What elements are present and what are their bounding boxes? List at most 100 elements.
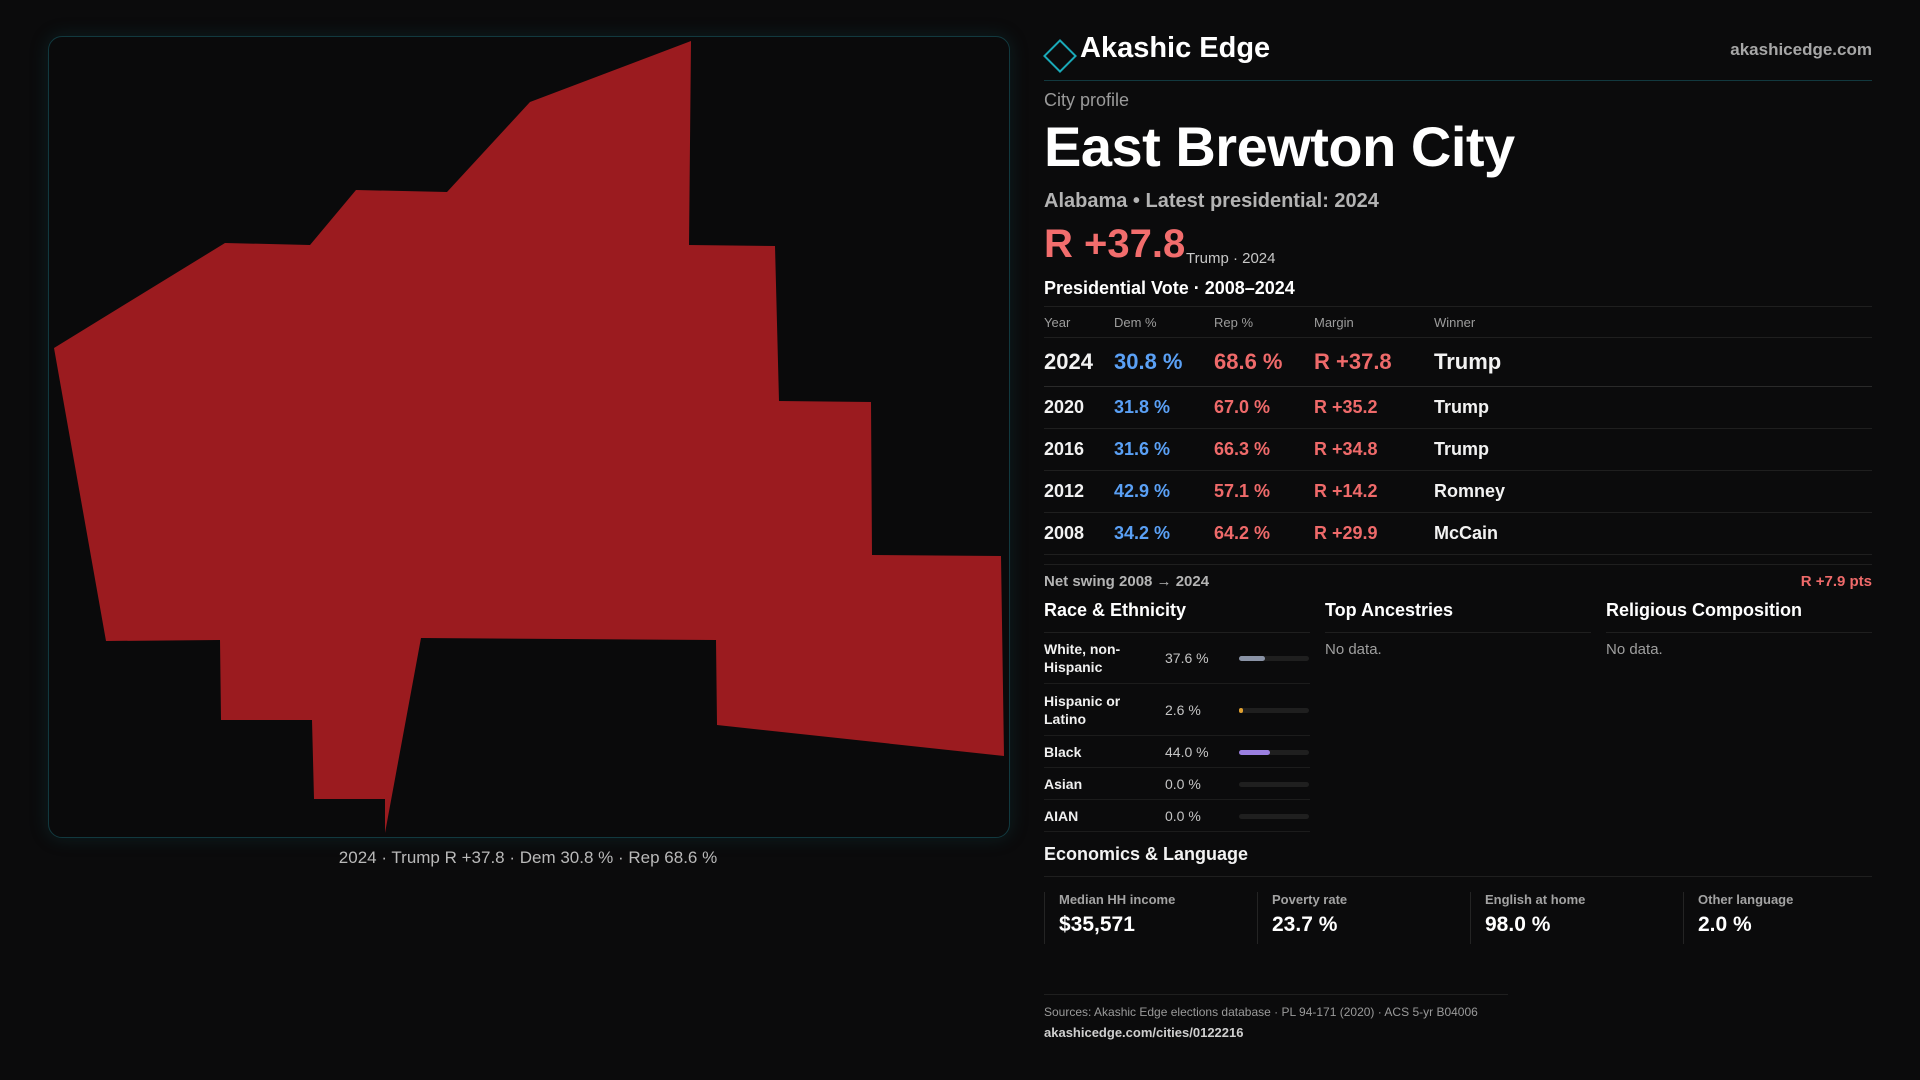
dem-cell: 30.8 % [1114,337,1214,387]
race-title: Race & Ethnicity [1044,600,1310,633]
religion-empty: No data. [1606,641,1663,658]
race-label: Hispanic or Latino [1044,692,1121,727]
stat-value: $35,571 [1059,913,1135,936]
headline-margin: R +37.8 [1044,222,1186,266]
stat-label: Other language [1698,892,1794,907]
profile-eyebrow: City profile [1044,90,1130,110]
net-swing-row: Net swing 2008 → 2024 R +7.9 pts [1044,564,1872,590]
margin-cell: R +37.8 [1314,337,1434,387]
city-boundary-svg [54,41,1004,833]
site-link[interactable]: akashicedge.com [1730,40,1872,59]
footer: Sources: Akashic Edge elections database… [1044,994,1508,1040]
city-boundary-map[interactable] [48,36,1010,838]
winner-cell: Trump [1434,386,1872,429]
brand-name: Akashic Edge [1080,32,1271,64]
ancestries-title: Top Ancestries [1325,600,1591,633]
race-value: 44.0 % [1165,743,1209,760]
vote-section-title: Presidential Vote · 2008–2024 [1044,278,1295,298]
header-dem: Dem % [1114,306,1214,338]
race-bar-fill [1239,707,1243,713]
race-bar-fill [1239,656,1266,661]
rep-cell: 68.6 % [1214,337,1314,387]
race-bar [1239,781,1309,787]
race-value: 0.0 % [1165,775,1201,792]
table-header-row: Year Dem % Rep % Margin Winner [1044,306,1872,338]
race-row: Hispanic or Latino 2.6 % [1044,684,1310,736]
city-url-link[interactable]: akashicedge.com/cities/0122216 [1044,1025,1244,1040]
stat-value: 98.0 % [1485,913,1551,936]
stat-label: Poverty rate [1272,892,1348,907]
margin-cell: R +35.2 [1314,386,1434,429]
winner-cell: McCain [1434,512,1872,555]
table-row: 2020 31.8 % 67.0 % R +35.2 Trump [1044,386,1872,429]
headline-note: Trump · 2024 [1186,250,1276,267]
presidential-vote-table: Year Dem % Rep % Margin Winner 2024 30.8… [1044,306,1872,555]
sources-text: Sources: Akashic Edge elections database… [1044,1005,1478,1019]
race-bar [1239,749,1309,755]
year-cell: 2024 [1044,337,1114,387]
table-row: 2008 34.2 % 64.2 % R +29.9 McCain [1044,512,1872,555]
margin-cell: R +14.2 [1314,470,1434,513]
race-bar-fill [1239,749,1270,755]
stat-other-language: Other language 2.0 % [1683,892,1896,944]
stat-label: English at home [1485,892,1586,907]
header-year: Year [1044,306,1114,338]
dem-cell: 42.9 % [1114,470,1214,513]
race-bar [1239,813,1309,819]
race-row: White, non-Hispanic 37.6 % [1044,633,1310,684]
table-row: 2016 31.6 % 66.3 % R +34.8 Trump [1044,428,1872,471]
race-value: 37.6 % [1165,650,1209,666]
year-cell: 2008 [1044,512,1114,555]
dem-cell: 34.2 % [1114,512,1214,555]
stat-english-at-home: English at home 98.0 % [1470,892,1683,944]
race-row: Black 44.0 % [1044,736,1310,768]
stat-label: Median HH income [1059,892,1176,907]
race-label: Asian [1044,775,1083,792]
map-caption: 2024 · Trump R +37.8 · Dem 30.8 % · Rep … [338,848,718,867]
city-subtitle: Alabama • Latest presidential: 2024 [1044,190,1379,212]
winner-cell: Trump [1434,428,1872,471]
rep-cell: 66.3 % [1214,428,1314,471]
brand-header: Akashic Edge akashicedge.com [1043,30,1872,81]
year-cell: 2016 [1044,428,1114,471]
race-value: 0.0 % [1165,807,1201,824]
winner-cell: Trump [1434,337,1872,387]
year-cell: 2020 [1044,386,1114,429]
diamond-logo-icon [1043,39,1077,73]
header-margin: Margin [1314,306,1434,338]
race-row: AIAN 0.0 % [1044,800,1310,832]
economics-title: Economics & Language [1044,844,1872,877]
stat-value: 23.7 % [1272,913,1338,936]
dem-cell: 31.8 % [1114,386,1214,429]
header-rep: Rep % [1214,306,1314,338]
swing-label: Net swing 2008 → 2024 [1044,573,1210,590]
race-value: 2.6 % [1165,701,1201,718]
winner-cell: Romney [1434,470,1872,513]
margin-cell: R +29.9 [1314,512,1434,555]
race-ethnicity-section: Race & Ethnicity White, non-Hispanic 37.… [1044,600,1310,832]
margin-cell: R +34.8 [1314,428,1434,471]
race-label: White, non-Hispanic [1044,641,1121,675]
header-winner: Winner [1434,306,1872,338]
page-title: East Brewton City [1044,115,1515,178]
ancestries-section: Top Ancestries No data. [1325,600,1591,658]
stat-median-income: Median HH income $35,571 [1044,892,1257,944]
ancestries-empty: No data. [1325,641,1382,658]
year-cell: 2012 [1044,470,1114,513]
race-label: Black [1044,743,1082,760]
race-row: Asian 0.0 % [1044,768,1310,800]
city-boundary-shape[interactable] [54,41,1004,833]
profile-panel: Akashic Edge akashicedge.com City profil… [1043,0,1872,1080]
race-bar [1239,656,1309,661]
race-bar [1239,707,1309,713]
stat-value: 2.0 % [1698,913,1752,936]
race-label: AIAN [1044,807,1079,824]
swing-value: R +7.9 pts [1800,573,1872,590]
rep-cell: 67.0 % [1214,386,1314,429]
stat-poverty-rate: Poverty rate 23.7 % [1257,892,1470,944]
table-row: 2012 42.9 % 57.1 % R +14.2 Romney [1044,470,1872,513]
religion-title: Religious Composition [1606,600,1872,633]
rep-cell: 64.2 % [1214,512,1314,555]
rep-cell: 57.1 % [1214,470,1314,513]
dem-cell: 31.6 % [1114,428,1214,471]
